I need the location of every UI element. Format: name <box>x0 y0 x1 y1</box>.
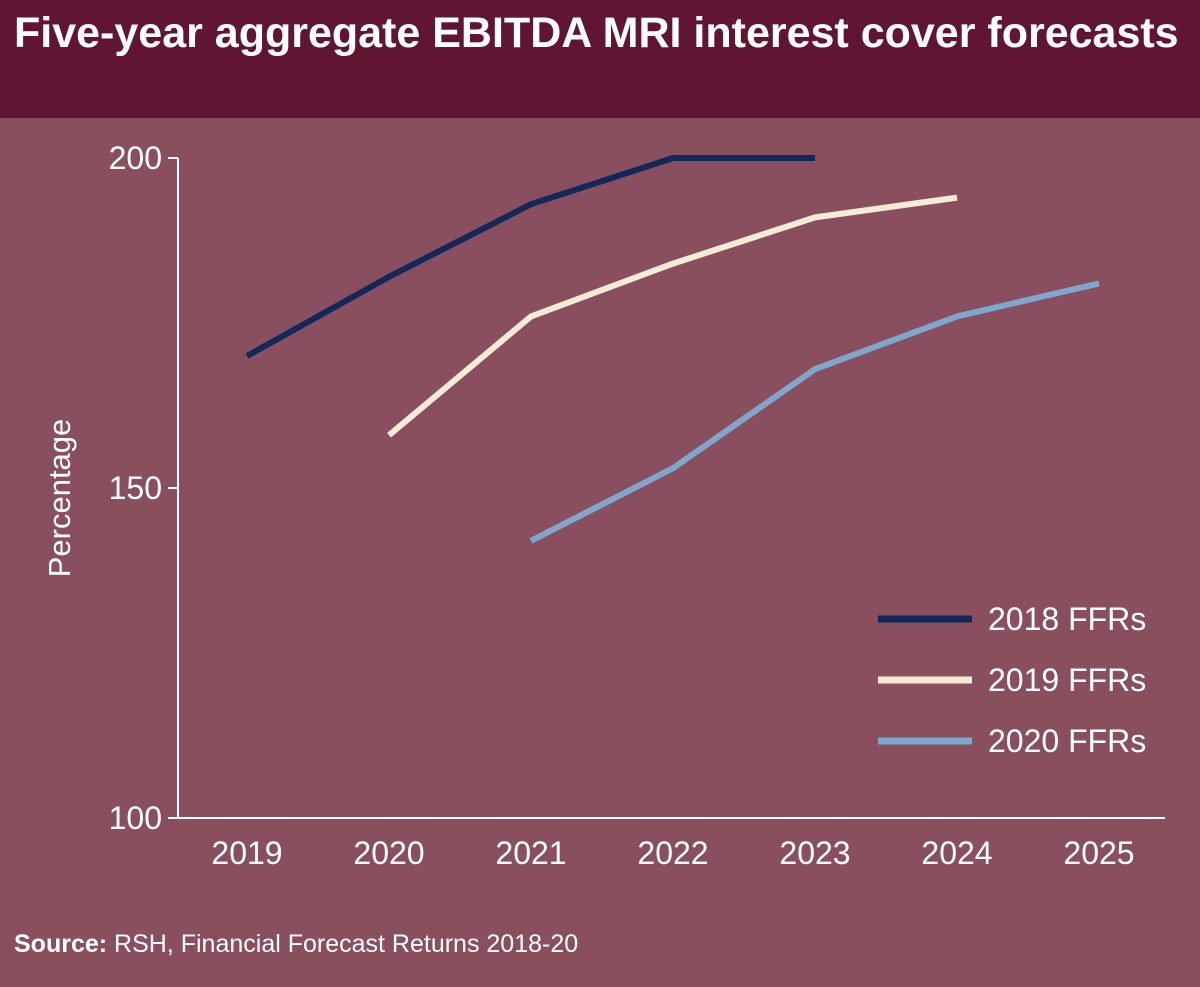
y-tick-label: 150 <box>109 470 162 506</box>
x-tick-label: 2025 <box>1063 835 1134 871</box>
legend-label: 2019 FFRs <box>988 662 1146 698</box>
y-axis-label: Percentage <box>42 419 77 578</box>
x-tick-label: 2020 <box>353 835 424 871</box>
x-tick-label: 2019 <box>211 835 282 871</box>
y-tick-label: 200 <box>109 140 162 176</box>
legend-label: 2020 FFRs <box>988 723 1146 759</box>
legend-label: 2018 FFRs <box>988 601 1146 637</box>
x-tick-label: 2022 <box>637 835 708 871</box>
chart-axes: 100 150 200 2019 2020 2021 2022 2023 2024 2025 Per… <box>42 140 1165 871</box>
y-tick-label: 100 <box>109 800 162 836</box>
x-tick-label: 2024 <box>921 835 992 871</box>
chart-title: Five-year aggregate EBITDA MRI interest … <box>14 9 1179 57</box>
header-banner: Five-year aggregate EBITDA MRI interest … <box>0 0 1200 118</box>
line-chart: 100 150 200 2019 2020 2021 2022 2023 2024 2025 Per… <box>42 140 1165 871</box>
x-tick-label: 2023 <box>779 835 850 871</box>
source-label: Source: <box>14 930 108 958</box>
series-line-3 <box>529 280 1100 544</box>
plot-lines <box>245 155 1100 544</box>
source-note: Source: RSH, Financial Forecast Returns … <box>14 930 578 959</box>
source-text: RSH, Financial Forecast Returns 2018-20 <box>114 930 579 958</box>
chart-legend: 2018 FFRs 2019 FFRs 2020 FFRs <box>878 601 1146 759</box>
x-tick-label: 2021 <box>495 835 566 871</box>
series-line-1 <box>245 155 815 359</box>
series-line-2 <box>387 194 958 438</box>
